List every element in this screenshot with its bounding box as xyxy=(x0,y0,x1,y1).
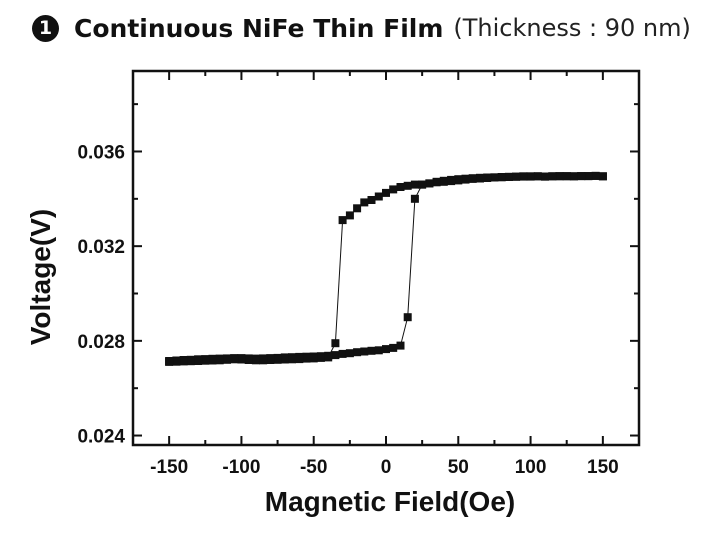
data-point xyxy=(418,180,427,189)
data-point xyxy=(533,172,542,181)
series-line-2 xyxy=(169,175,603,363)
data-point xyxy=(396,183,405,191)
data-point xyxy=(251,356,260,365)
data-point xyxy=(367,196,376,204)
number-badge-icon: 1 xyxy=(32,14,59,42)
data-point xyxy=(410,194,419,203)
data-point xyxy=(316,353,325,362)
data-point xyxy=(432,178,441,187)
data-point xyxy=(403,181,412,190)
tick-labels: -150 -100 -50 0 50 100 150 0.024 0.028 0.032 0.036 xyxy=(77,142,618,478)
data-point xyxy=(483,174,492,182)
x-tick-label: -150 xyxy=(150,457,188,478)
y-tick-label: 0.032 xyxy=(77,237,125,258)
data-point xyxy=(230,355,239,364)
data-point xyxy=(345,211,354,220)
data-point xyxy=(454,176,463,185)
data-point xyxy=(555,172,564,181)
data-point xyxy=(490,173,499,182)
data-point xyxy=(389,185,398,194)
data-point xyxy=(410,180,419,189)
data-point xyxy=(201,356,210,365)
data-point xyxy=(548,172,557,181)
data-point xyxy=(165,357,174,366)
data-point xyxy=(374,192,383,201)
data-point xyxy=(425,179,434,188)
data-point xyxy=(461,175,470,184)
x-tick-label: 50 xyxy=(448,457,469,478)
data-point xyxy=(331,351,340,360)
data-point xyxy=(382,345,390,354)
data-point xyxy=(476,174,484,183)
x-tick-label: -50 xyxy=(300,457,327,478)
y-tick-label: 0.024 xyxy=(77,427,125,448)
data-point xyxy=(504,173,513,181)
x-axis-title: Magnetic Field(Oe) xyxy=(265,486,515,517)
data-point xyxy=(562,172,571,181)
data-point xyxy=(353,348,362,357)
data-point xyxy=(497,173,506,182)
data-point xyxy=(273,355,282,364)
chart-subtitle: (Thickness : 90 nm) xyxy=(453,14,691,42)
data-point xyxy=(324,353,333,362)
data-point xyxy=(541,172,549,181)
data-point xyxy=(367,346,376,355)
data-point xyxy=(266,356,275,364)
data-point xyxy=(577,172,586,181)
data-point xyxy=(338,349,347,358)
data-point xyxy=(179,357,188,366)
data-point xyxy=(223,355,231,364)
data-point xyxy=(186,357,195,366)
y-tick-label: 0.028 xyxy=(77,332,125,353)
data-point xyxy=(288,355,296,364)
data-point xyxy=(598,172,607,181)
data-point xyxy=(353,204,362,213)
data-point xyxy=(338,216,347,225)
data-point xyxy=(244,356,253,364)
data-point xyxy=(302,354,311,363)
data-point xyxy=(439,177,448,186)
data-point xyxy=(259,356,268,365)
data-point xyxy=(403,313,412,322)
y-tick-label: 0.036 xyxy=(77,142,125,163)
data-point xyxy=(295,355,304,364)
x-tick-label: -100 xyxy=(222,457,260,478)
data-point xyxy=(374,346,383,355)
chart-title: Continuous NiFe Thin Film xyxy=(74,13,444,43)
data-point xyxy=(512,172,521,181)
data-point xyxy=(215,356,224,365)
data-point xyxy=(360,198,369,207)
data-point xyxy=(309,354,318,363)
series-line-1 xyxy=(169,175,603,362)
x-tick-label: 100 xyxy=(515,457,547,478)
data-point xyxy=(172,357,181,366)
data-point xyxy=(447,177,456,186)
x-tick-label: 0 xyxy=(381,457,392,478)
data-point xyxy=(194,357,203,365)
data-point xyxy=(468,174,477,183)
series-points xyxy=(165,171,607,366)
data-point xyxy=(331,339,340,348)
data-point xyxy=(526,172,535,181)
data-point xyxy=(519,172,528,181)
data-point xyxy=(345,349,354,358)
x-tick-label: 150 xyxy=(587,457,619,478)
plot-frame xyxy=(131,69,641,447)
axis-ticks xyxy=(132,71,640,445)
data-point xyxy=(396,341,405,350)
data-point xyxy=(382,188,390,197)
data-point xyxy=(237,355,246,364)
data-point xyxy=(569,172,578,181)
data-point xyxy=(360,347,369,356)
data-point xyxy=(591,171,600,180)
data-point xyxy=(280,355,289,364)
data-point xyxy=(584,172,593,181)
data-point xyxy=(208,356,217,365)
data-point xyxy=(389,343,398,352)
chart-title-row: 1 Continuous NiFe Thin Film (Thickness :… xyxy=(32,10,691,46)
y-axis-title: Voltage(V) xyxy=(25,209,56,345)
series-lines xyxy=(169,175,603,363)
